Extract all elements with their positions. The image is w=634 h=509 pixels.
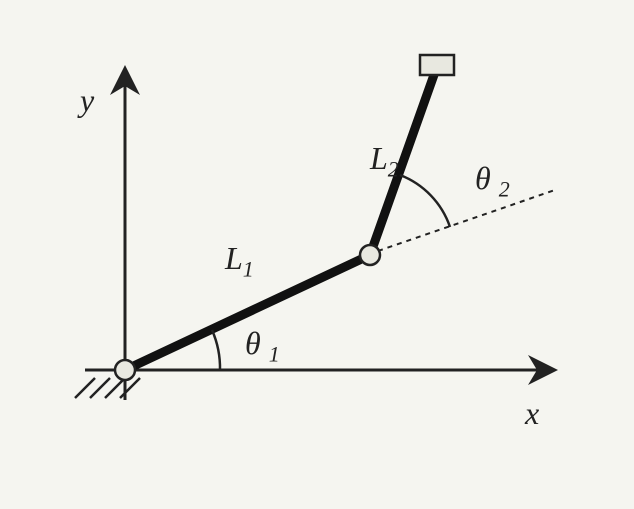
joint-origin: [115, 360, 135, 380]
joint-elbow: [360, 245, 380, 265]
y-axis-label: y: [80, 82, 94, 119]
angle-theta1-arc: [212, 330, 220, 370]
link-l1-label: L1: [225, 240, 254, 282]
kinematic-diagram: y x L1 L2 θ 1 θ 2: [0, 0, 634, 504]
end-effector: [420, 55, 454, 75]
ground-hatching: [75, 378, 140, 398]
theta2-label: θ 2: [475, 160, 510, 202]
extension-line: [378, 190, 555, 251]
x-axis-label: x: [525, 395, 539, 432]
angle-theta2-arc: [400, 175, 450, 227]
link-l2-label: L2: [370, 140, 399, 182]
theta1-label: θ 1: [245, 325, 280, 367]
